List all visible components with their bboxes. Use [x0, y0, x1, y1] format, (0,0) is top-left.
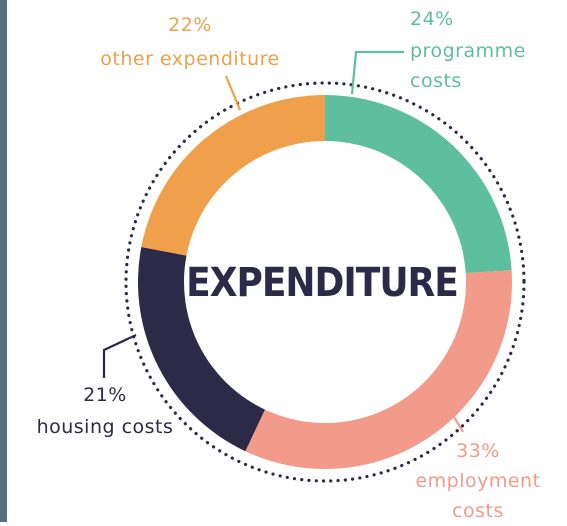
- leader-line: [102, 334, 137, 378]
- leader-line: [224, 75, 242, 111]
- value-label: 33%: [456, 440, 500, 462]
- category-label: programme costs: [410, 40, 526, 92]
- category-label: employment costs: [415, 470, 541, 522]
- donut-slice: [245, 270, 512, 470]
- donut-slice: [325, 95, 512, 274]
- leader-lines: [102, 50, 464, 433]
- value-label: 21%: [83, 384, 127, 406]
- dotted-ring: [124, 81, 526, 483]
- category-label: housing costs: [36, 416, 174, 438]
- donut-slice: [138, 246, 265, 452]
- side-strip: [0, 0, 7, 522]
- value-label: 22%: [168, 14, 212, 36]
- leader-line: [350, 50, 404, 95]
- donut-slice: [141, 94, 325, 256]
- chart-title: EXPENDITURE: [186, 260, 458, 306]
- value-label: 24%: [410, 8, 454, 30]
- category-label: other expenditure: [100, 48, 280, 70]
- slices: [138, 94, 512, 470]
- leader-line: [446, 404, 464, 433]
